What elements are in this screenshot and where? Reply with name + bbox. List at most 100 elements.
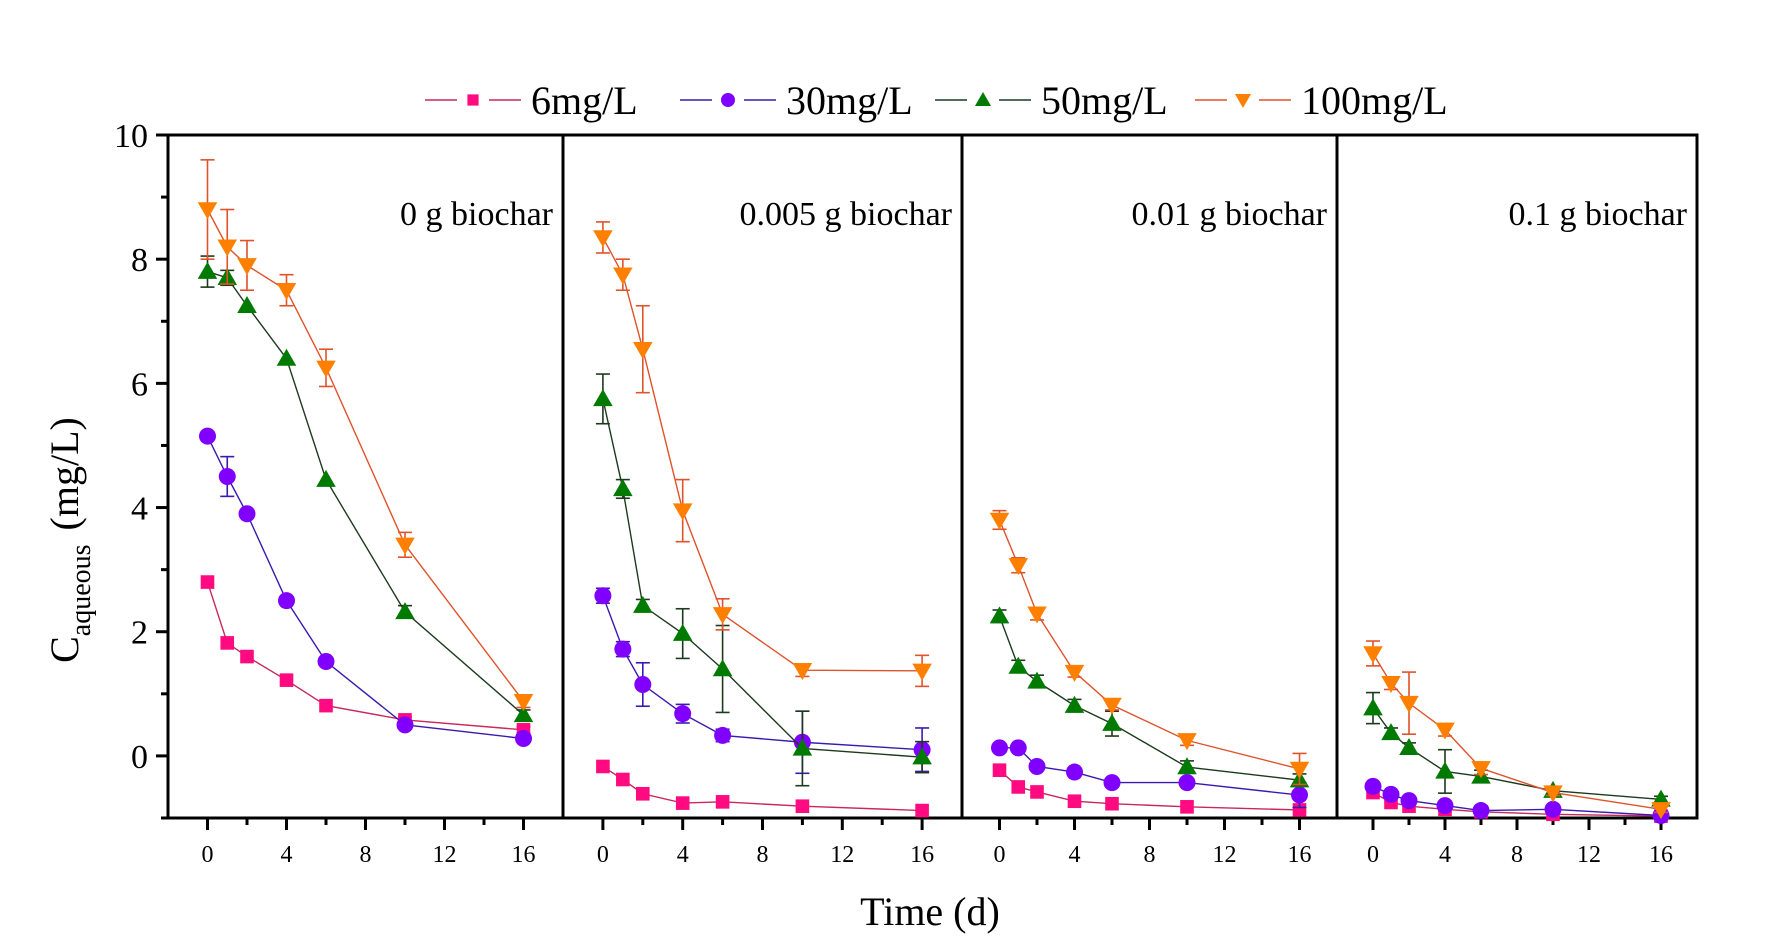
data-point (1543, 785, 1563, 803)
y-axis-title: Caqueous (mg/L) (42, 417, 97, 663)
series-line (602, 398, 923, 758)
data-point (594, 587, 612, 605)
data-point (989, 606, 1010, 624)
panel-3: 0 4 8 12 16 0.01 g biochar (960, 133, 1339, 868)
series-line (206, 435, 524, 740)
data-point (1008, 558, 1029, 576)
series-100mg-per-L (989, 509, 1310, 786)
data-point (614, 640, 632, 658)
panel-label: 0.1 g biochar (1509, 196, 1688, 233)
y-axis-title-unit: (mg/L) (42, 417, 87, 530)
series-line (602, 237, 923, 672)
data-point (317, 653, 335, 671)
data-point (1105, 796, 1119, 811)
data-point (513, 705, 534, 723)
series-line (602, 765, 923, 812)
x-tick-label: 0 (202, 842, 214, 868)
panel-2: 0 4 8 12 16 0.005 g biochar (561, 133, 964, 868)
data-point (1435, 761, 1455, 779)
series-line (206, 209, 525, 702)
x-tick-label: 8 (1144, 842, 1156, 868)
x-tick-label: 4 (281, 842, 293, 868)
series-line (207, 270, 524, 716)
data-point (237, 258, 257, 276)
data-point (276, 348, 297, 366)
data-point (1289, 761, 1310, 779)
data-point (672, 623, 693, 641)
y-tick-label: 4 (131, 491, 148, 528)
legend-marker (1234, 94, 1252, 109)
series-line (998, 615, 1300, 781)
data-point (1177, 757, 1197, 775)
data-point (613, 267, 633, 285)
data-point (279, 673, 294, 687)
y-tick-label: 8 (131, 242, 148, 279)
panel-label: 0.01 g biochar (1132, 196, 1328, 233)
panel-frame (960, 133, 1339, 820)
legend: 6mg/L 30mg/L 50mg/L 100mg/L (425, 78, 1448, 123)
data-point (596, 759, 610, 774)
x-tick-label: 8 (360, 842, 372, 868)
x-tick-label: 0 (597, 842, 609, 868)
legend-label: 50mg/L (1041, 78, 1168, 123)
data-point (515, 730, 532, 748)
data-point (1381, 723, 1401, 741)
data-point (218, 468, 236, 485)
data-point (276, 283, 297, 301)
x-tick-label: 12 (433, 842, 457, 868)
data-point (613, 479, 633, 497)
series-line (999, 747, 1300, 796)
data-point (616, 772, 630, 787)
data-point (1471, 761, 1491, 779)
legend-marker (721, 93, 735, 107)
panel-frame (1335, 133, 1699, 820)
panels: 0 4 8 12 16 0 g biochar 0 4 8 12 16 0.005 g biochar… (166, 133, 1699, 868)
y-axis-title-subscript: aqueous (66, 544, 97, 636)
series-50mg-per-L (593, 373, 932, 787)
panel-label: 0 g biochar (400, 196, 554, 233)
data-point (1066, 763, 1083, 781)
series-line (998, 519, 1300, 770)
panel-frame (561, 133, 964, 820)
series-6mg-per-L (992, 763, 1307, 817)
data-point (1292, 803, 1307, 817)
data-point (1067, 794, 1082, 809)
data-point (1381, 676, 1401, 694)
series-30mg-per-L (1364, 777, 1670, 825)
legend-label: 100mg/L (1301, 78, 1448, 123)
data-point (1102, 697, 1122, 715)
data-point (792, 662, 813, 680)
data-point (992, 763, 1007, 777)
x-tick-label: 16 (1288, 842, 1312, 868)
data-point (633, 595, 653, 613)
data-point (593, 230, 613, 248)
x-tick-label: 16 (910, 842, 934, 868)
data-point (316, 469, 336, 487)
legend-item: 6mg/L (425, 78, 638, 123)
y-tick-label: 0 (131, 739, 148, 776)
panel-1: 0 4 8 12 16 0 g biochar (166, 133, 565, 868)
series-100mg-per-L (593, 221, 932, 688)
data-point (1399, 695, 1419, 713)
x-tick-label: 16 (1649, 842, 1673, 868)
data-point (1011, 780, 1026, 794)
data-point (217, 239, 238, 257)
data-point (1399, 738, 1419, 756)
legend-item: 50mg/L (935, 78, 1168, 123)
series-100mg-per-L (1363, 640, 1671, 820)
data-point (220, 636, 235, 650)
x-tick-label: 4 (1439, 842, 1451, 868)
legend-marker (974, 91, 992, 106)
legend-item: 30mg/L (680, 78, 913, 123)
data-point (513, 694, 534, 712)
data-point (197, 202, 218, 220)
data-point (912, 663, 932, 681)
y-tick-label: 6 (131, 366, 148, 403)
data-point (1008, 656, 1029, 674)
series-line (206, 581, 524, 731)
data-point (1400, 792, 1418, 810)
series-line (1372, 653, 1662, 810)
y-tick-label: 2 (131, 615, 148, 652)
series-100mg-per-L (197, 159, 534, 712)
x-tick-label: 12 (1577, 842, 1601, 868)
